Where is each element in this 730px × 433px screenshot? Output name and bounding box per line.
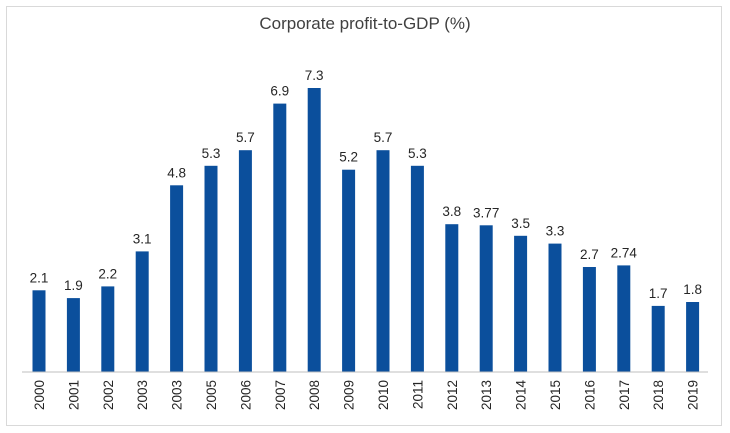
bar: [514, 235, 528, 372]
bar: [617, 265, 631, 372]
data-label: 2.74: [611, 245, 638, 260]
bar: [135, 251, 149, 372]
data-label: 5.3: [408, 146, 427, 161]
data-label: 5.2: [339, 150, 358, 165]
bar: [342, 169, 356, 372]
data-label: 3.77: [473, 205, 499, 220]
bar: [32, 290, 46, 372]
bar: [307, 88, 321, 372]
data-label: 5.7: [374, 130, 393, 145]
x-tick-label: 2003: [135, 380, 150, 410]
x-tick-label: 2005: [204, 380, 219, 410]
data-label: 3.3: [546, 224, 565, 239]
x-tick-label: 2002: [101, 380, 116, 410]
x-tick-label: 2009: [342, 380, 357, 410]
x-tick-label: 2008: [307, 380, 322, 410]
bar: [410, 165, 424, 372]
data-label: 2.2: [98, 266, 117, 281]
data-label: 1.7: [649, 286, 668, 301]
x-tick-label: 2001: [66, 380, 81, 410]
x-tick-label: 2018: [651, 380, 666, 410]
data-label: 5.3: [202, 146, 221, 161]
x-tick-label: 2012: [445, 380, 460, 410]
data-label: 4.8: [167, 165, 186, 180]
bar: [651, 305, 665, 372]
data-label: 1.9: [64, 278, 83, 293]
bar: [686, 302, 700, 372]
bar: [273, 103, 287, 372]
x-tick-label: 2003: [170, 380, 185, 410]
data-label: 5.7: [236, 130, 255, 145]
bar: [170, 185, 184, 372]
x-tick-label: 2019: [686, 380, 701, 410]
x-tick-label: 2010: [376, 380, 391, 410]
bar: [479, 225, 493, 372]
x-tick-label: 2007: [273, 380, 288, 410]
data-label: 3.1: [133, 231, 152, 246]
data-labels: 2.1 1.9 2.2 3.1 4.8 5.3 5.7 6.9 7.3 5.2 5.7 5.3 3.8 3…: [30, 68, 702, 301]
data-label: 3.5: [511, 216, 530, 231]
x-tick-label: 2011: [410, 380, 425, 409]
chart-frame: [6, 6, 722, 426]
bar: [548, 243, 562, 372]
x-tick-label: 2000: [32, 380, 47, 410]
bar: [582, 267, 596, 372]
x-tick-label: 2006: [238, 380, 253, 410]
bar: [66, 298, 80, 372]
x-tick-label: 2014: [514, 380, 529, 411]
x-tick-label: 2015: [548, 380, 563, 410]
bar: [376, 150, 390, 372]
x-tick-label: 2017: [617, 380, 632, 410]
x-tick-label: 2016: [582, 380, 597, 410]
bar: [445, 224, 459, 372]
x-tick-label: 2013: [479, 380, 494, 410]
bar-series: [32, 88, 700, 372]
bar: [101, 286, 115, 372]
data-label: 7.3: [305, 68, 324, 83]
data-label: 1.8: [683, 282, 702, 297]
data-label: 3.8: [442, 204, 461, 219]
data-label: 6.9: [270, 84, 289, 99]
data-label: 2.7: [580, 247, 599, 262]
x-tick-labels: 2000 2001 2002 2003 2003 2005 2006 2007 2008 2009…: [32, 380, 701, 411]
chart-title: Corporate profit-to-GDP (%): [259, 14, 471, 33]
bar: [238, 150, 252, 372]
data-label: 2.1: [30, 270, 49, 285]
bar: [204, 165, 218, 372]
